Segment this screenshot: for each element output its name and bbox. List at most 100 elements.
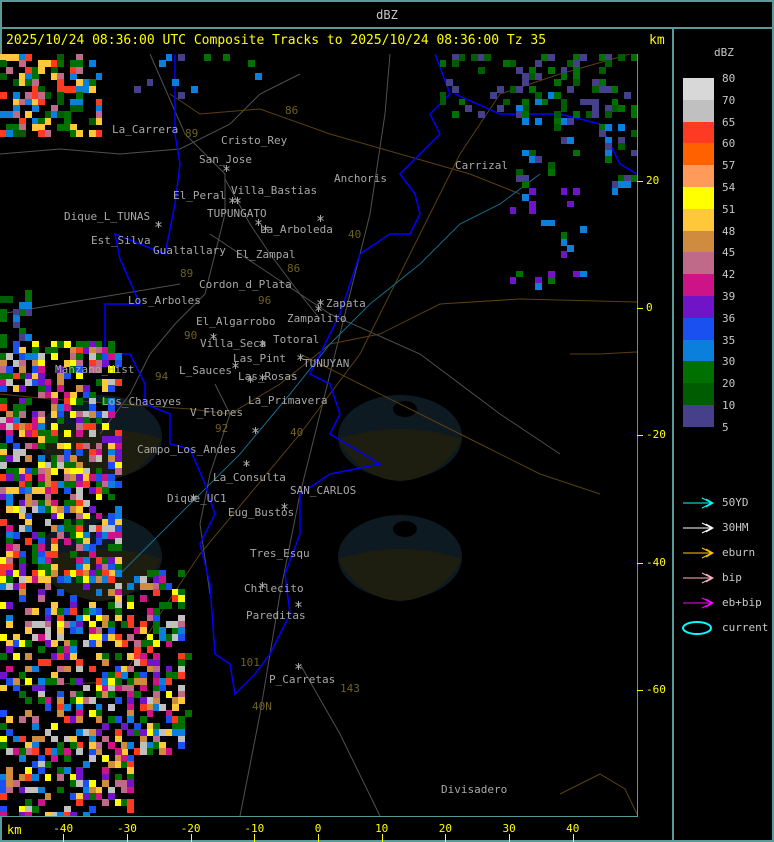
radar-cell	[522, 111, 530, 119]
radar-cell	[547, 168, 555, 176]
radar-cell	[25, 627, 33, 635]
radar-cell	[44, 519, 52, 526]
radar-cell	[70, 60, 77, 68]
radar-cell	[127, 703, 135, 711]
radar-cell	[178, 92, 186, 100]
radar-cell	[12, 531, 20, 539]
radar-cell	[108, 340, 116, 348]
radar-cell	[76, 512, 84, 520]
x-tick-mark	[381, 834, 383, 842]
radar-cell	[152, 608, 160, 616]
radar-cell	[114, 455, 122, 463]
radar-cell	[38, 786, 46, 794]
town-marker-icon	[297, 354, 304, 361]
town-label: Est_Silva	[91, 234, 151, 247]
legend-level-label: 80	[722, 72, 736, 85]
radar-cell	[598, 124, 606, 131]
radar-cell	[617, 181, 625, 189]
radar-cell	[127, 773, 135, 781]
x-tick-label: -30	[116, 822, 137, 835]
radar-cell	[50, 480, 58, 488]
radar-cell	[439, 60, 447, 68]
radar-cell	[171, 589, 179, 596]
radar-cell	[38, 429, 46, 437]
radar-cell	[44, 582, 52, 590]
legend-swatch	[683, 361, 714, 384]
radar-cell	[0, 557, 7, 565]
radar-cell	[152, 665, 160, 673]
radar-cell	[76, 557, 84, 565]
radar-cell	[630, 111, 637, 119]
radar-cell	[19, 557, 26, 565]
radar-cell	[63, 665, 71, 673]
radar-cell	[38, 754, 46, 762]
radar-cell	[12, 569, 20, 577]
radar-cell	[19, 130, 26, 138]
radar-cell	[31, 569, 39, 577]
radar-cell	[82, 557, 90, 565]
radar-cell	[0, 780, 7, 788]
radar-cell	[605, 85, 612, 93]
radar-cell	[25, 111, 33, 119]
radar-cell	[598, 66, 606, 74]
radar-cell	[38, 60, 46, 68]
radar-cell	[25, 697, 33, 705]
radar-cell	[50, 550, 58, 558]
town-marker-icon	[210, 333, 217, 340]
radar-cell	[63, 506, 71, 514]
radar-cell	[50, 652, 58, 660]
radar-cell	[63, 359, 71, 367]
track-legend-label: 30HM	[722, 521, 749, 534]
radar-cell	[57, 60, 65, 68]
legend-swatch	[683, 339, 714, 362]
radar-cell	[477, 54, 485, 61]
radar-cell	[31, 487, 39, 495]
radar-cell	[165, 748, 173, 756]
legend-swatch	[683, 187, 714, 209]
radar-cell	[178, 659, 186, 666]
radar-map[interactable]: La_Carrera Cristo_Rey San_Jose Villa_Bastia…	[0, 54, 638, 817]
radar-cell	[0, 455, 7, 463]
radar-cell	[76, 448, 84, 456]
radar-cell	[31, 410, 39, 418]
radar-cell	[95, 347, 103, 354]
radar-cell	[0, 671, 7, 679]
radar-cell	[114, 729, 122, 737]
radar-cell	[630, 149, 637, 157]
radar-cell	[114, 748, 122, 756]
radar-cell	[57, 385, 65, 393]
radar-cell	[63, 735, 71, 743]
radar-cell	[522, 194, 530, 201]
radar-cell	[31, 608, 39, 616]
radar-cell	[165, 582, 173, 590]
radar-cell	[108, 474, 116, 482]
radar-cell	[0, 684, 7, 692]
radar-cell	[547, 270, 555, 278]
radar-cell	[82, 474, 90, 482]
radar-cell	[44, 729, 52, 737]
radar-cell	[528, 155, 536, 163]
radar-cell	[178, 665, 186, 673]
legend-swatch	[683, 99, 714, 122]
radar-cell	[133, 748, 141, 756]
radar-cell	[127, 652, 135, 660]
town-marker-icon	[190, 494, 197, 501]
radar-cell	[38, 691, 46, 698]
legend-level-label: 10	[722, 399, 736, 412]
radar-cell	[12, 410, 20, 418]
radar-cell	[108, 404, 116, 412]
radar-cell	[25, 296, 33, 303]
radar-cell	[25, 92, 33, 100]
radar-cell	[12, 359, 20, 367]
radar-cell	[6, 124, 14, 131]
radar-cell	[108, 569, 116, 577]
radar-cell	[159, 60, 167, 68]
radar-cell	[31, 98, 39, 106]
radar-cell	[76, 423, 84, 431]
radar-cell	[82, 79, 90, 87]
radar-cell	[50, 468, 58, 475]
radar-cell	[57, 404, 65, 412]
radar-cell	[25, 66, 33, 74]
radar-cell	[12, 468, 20, 475]
radar-cell	[101, 620, 109, 628]
